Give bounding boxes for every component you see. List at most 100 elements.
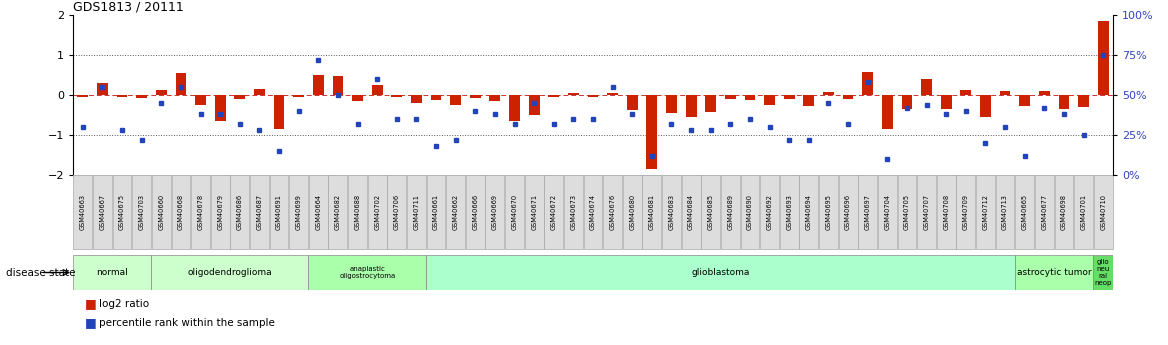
Text: glio
neu
ral
neop: glio neu ral neop	[1094, 259, 1112, 286]
Text: GSM40663: GSM40663	[79, 194, 85, 230]
FancyBboxPatch shape	[897, 175, 917, 249]
Text: GSM40699: GSM40699	[296, 194, 301, 230]
Text: GSM40710: GSM40710	[1100, 194, 1106, 230]
Bar	[960, 90, 972, 95]
FancyBboxPatch shape	[564, 175, 583, 249]
Text: log2 ratio: log2 ratio	[98, 299, 148, 309]
Text: GSM40672: GSM40672	[551, 194, 557, 230]
Text: GSM40683: GSM40683	[668, 194, 674, 230]
FancyBboxPatch shape	[446, 175, 465, 249]
FancyBboxPatch shape	[760, 175, 779, 249]
Text: normal: normal	[97, 268, 128, 277]
Text: GSM40684: GSM40684	[688, 194, 694, 230]
Text: GSM40704: GSM40704	[884, 194, 890, 230]
Bar	[450, 95, 461, 105]
Bar	[333, 76, 343, 95]
FancyBboxPatch shape	[192, 175, 210, 249]
Text: disease state: disease state	[6, 267, 76, 277]
Text: GSM40671: GSM40671	[531, 194, 537, 230]
Text: GSM40697: GSM40697	[864, 194, 870, 230]
Bar	[235, 95, 245, 99]
Text: ■: ■	[84, 316, 100, 329]
Bar	[588, 95, 598, 97]
Bar	[175, 73, 187, 95]
FancyBboxPatch shape	[152, 175, 171, 249]
FancyBboxPatch shape	[603, 175, 623, 249]
FancyBboxPatch shape	[1015, 175, 1034, 249]
Text: GSM40669: GSM40669	[492, 194, 498, 230]
Text: GSM40709: GSM40709	[962, 194, 968, 230]
Text: GSM40705: GSM40705	[904, 194, 910, 230]
Text: GSM40670: GSM40670	[512, 194, 517, 230]
FancyBboxPatch shape	[957, 175, 975, 249]
Bar	[1078, 95, 1089, 107]
FancyBboxPatch shape	[682, 175, 701, 249]
FancyBboxPatch shape	[1075, 175, 1093, 249]
Bar	[137, 95, 147, 98]
FancyBboxPatch shape	[328, 175, 347, 249]
Text: GSM40678: GSM40678	[197, 194, 203, 230]
Text: GSM40674: GSM40674	[590, 194, 596, 230]
Text: GSM40708: GSM40708	[944, 194, 950, 230]
Text: GSM40667: GSM40667	[99, 194, 105, 230]
Text: GSM40690: GSM40690	[748, 194, 753, 230]
Text: GSM40696: GSM40696	[846, 194, 851, 230]
Bar	[1098, 21, 1108, 95]
Bar	[646, 95, 658, 169]
FancyBboxPatch shape	[1093, 175, 1113, 249]
FancyBboxPatch shape	[230, 175, 249, 249]
FancyBboxPatch shape	[662, 175, 681, 249]
Bar	[155, 90, 167, 95]
Text: percentile rank within the sample: percentile rank within the sample	[98, 318, 274, 328]
FancyBboxPatch shape	[250, 175, 269, 249]
FancyBboxPatch shape	[1093, 255, 1113, 290]
FancyBboxPatch shape	[1015, 255, 1093, 290]
Text: GSM40685: GSM40685	[708, 194, 714, 230]
Bar	[940, 95, 952, 109]
Bar	[1058, 95, 1070, 109]
Text: GSM40698: GSM40698	[1061, 194, 1066, 230]
Bar	[980, 95, 990, 117]
Bar	[195, 95, 206, 105]
Bar	[607, 93, 618, 95]
Bar	[529, 95, 540, 115]
FancyBboxPatch shape	[210, 175, 230, 249]
Bar	[431, 95, 442, 100]
Text: GSM40703: GSM40703	[139, 194, 145, 230]
FancyBboxPatch shape	[270, 175, 288, 249]
Bar	[391, 95, 402, 97]
FancyBboxPatch shape	[132, 175, 151, 249]
Text: GSM40693: GSM40693	[786, 194, 792, 230]
FancyBboxPatch shape	[799, 175, 819, 249]
FancyBboxPatch shape	[426, 255, 1015, 290]
Bar	[744, 95, 756, 100]
Text: GDS1813 / 20111: GDS1813 / 20111	[72, 0, 183, 13]
Bar	[352, 95, 363, 101]
Text: GSM40665: GSM40665	[1022, 194, 1028, 230]
FancyBboxPatch shape	[839, 175, 857, 249]
Bar	[509, 95, 520, 121]
Bar	[823, 92, 834, 95]
Bar	[470, 95, 481, 98]
Bar	[686, 95, 696, 117]
Bar	[764, 95, 776, 105]
Text: GSM40694: GSM40694	[806, 194, 812, 230]
Bar	[627, 95, 638, 110]
FancyBboxPatch shape	[466, 175, 485, 249]
Text: GSM40695: GSM40695	[826, 194, 832, 230]
Text: ■: ■	[84, 297, 100, 310]
Text: GSM40701: GSM40701	[1080, 194, 1086, 230]
Text: astrocytic tumor: astrocytic tumor	[1017, 268, 1091, 277]
Bar	[705, 95, 716, 112]
Text: oligodendroglioma: oligodendroglioma	[188, 268, 272, 277]
FancyBboxPatch shape	[93, 175, 112, 249]
Text: GSM40688: GSM40688	[355, 194, 361, 230]
Bar	[411, 95, 422, 103]
FancyBboxPatch shape	[544, 175, 563, 249]
FancyBboxPatch shape	[721, 175, 739, 249]
Bar	[862, 72, 874, 95]
Bar	[804, 95, 814, 106]
Text: GSM40713: GSM40713	[1002, 194, 1008, 230]
FancyBboxPatch shape	[308, 175, 328, 249]
Bar	[568, 93, 579, 95]
